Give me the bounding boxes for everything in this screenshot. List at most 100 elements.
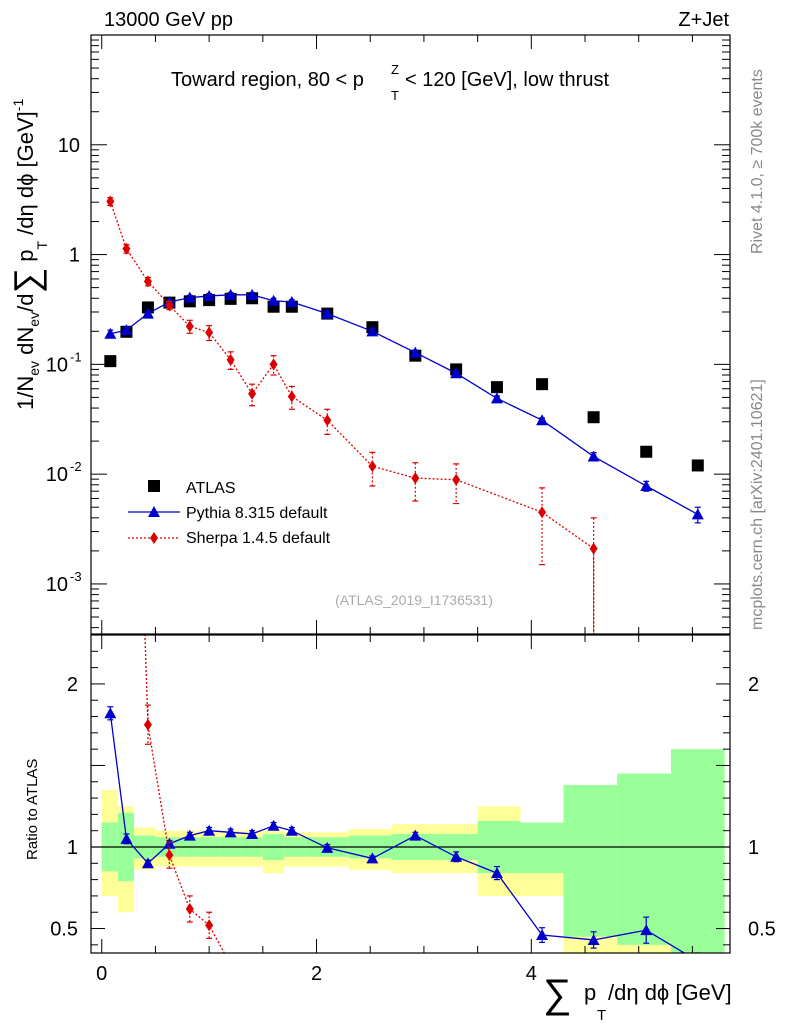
y-tick-label-ratio: 1	[67, 837, 78, 859]
legend-atlas-marker	[148, 480, 160, 492]
atlas-point	[536, 378, 549, 391]
pythia-point	[183, 291, 196, 303]
pythia-ratio-point	[203, 824, 216, 836]
legend-pythia-marker	[148, 506, 160, 517]
sherpa-point	[368, 460, 377, 473]
analysis-id: (ATLAS_2019_I1736531)	[335, 592, 493, 608]
atlas-point	[587, 411, 600, 424]
y-axis-label-ratio: Ratio to ATLAS	[24, 759, 41, 860]
x-tick-label: 0	[96, 963, 107, 985]
region-sub: T	[391, 88, 399, 103]
atlas-point	[104, 355, 117, 368]
uncertainty-band-green	[617, 773, 671, 945]
sherpa-point	[589, 542, 598, 555]
region-sup: Z	[391, 62, 399, 77]
sherpa-ratio-point	[205, 919, 214, 932]
pythia-ratio-point	[267, 819, 280, 831]
pythia-ratio-point	[450, 850, 463, 862]
pythia-ratio-point	[141, 857, 154, 869]
sherpa-point	[538, 506, 547, 519]
x-axis-label: ∑ p T /dη dϕ [GeV]	[543, 972, 732, 1024]
pythia-ratio-point	[536, 929, 549, 941]
pythia-point	[490, 392, 503, 404]
pythia-point	[104, 327, 117, 339]
svg-text:1/Nev dNev/d∑ pT /dη dϕ [GeV]: 1/Nev dNev/d∑ pT /dη dϕ [GeV]-1	[6, 99, 50, 410]
svg-text:∑: ∑	[543, 972, 572, 1016]
sherpa-point	[226, 353, 235, 366]
pythia-ratio-point	[587, 933, 600, 945]
pythia-ratio-point	[409, 829, 422, 841]
y-tick-label-main: 10	[58, 135, 80, 157]
y-tick-exponent: -3	[70, 569, 82, 584]
uncertainty-band-green	[670, 749, 725, 953]
sherpa-point	[452, 473, 461, 486]
uncertainty-band-green	[520, 822, 564, 874]
y-tick-label-main: 1	[69, 245, 80, 267]
pythia-point	[141, 307, 154, 319]
pythia-ratio-point	[120, 832, 133, 844]
legend-pythia-label: Pythia 8.315 default	[186, 505, 328, 522]
legend-sherpa-marker	[150, 532, 158, 544]
region-title: Toward region, 80 < p	[171, 69, 364, 91]
pythia-point	[120, 324, 133, 336]
legend: ATLAS Pythia 8.315 default Sherpa 1.4.5 …	[128, 480, 331, 547]
sherpa-point	[287, 390, 296, 403]
pythia-point	[246, 288, 259, 300]
sherpa-point	[165, 299, 174, 312]
ratio-panel: 0 2 4 0.5 0.5 1 1 2 2	[50, 75, 776, 985]
main-frame	[90, 34, 731, 635]
sherpa-point	[323, 414, 332, 427]
pythia-point	[203, 289, 216, 301]
sherpa-ratio-point	[122, 75, 130, 87]
sherpa-ratio-point	[227, 958, 235, 970]
sherpa-point	[248, 387, 257, 400]
x-tick-label: 4	[526, 963, 537, 985]
sherpa-point	[205, 326, 214, 339]
pythia-point	[321, 307, 334, 319]
y-tick-exponent: -1	[70, 349, 82, 364]
mcplots-label: mcplots.cern.ch [arXiv:2401.10621]	[749, 379, 766, 630]
pythia-point	[409, 346, 422, 358]
pythia-point	[536, 414, 549, 426]
pythia-point	[224, 288, 237, 300]
sherpa-ratio-point	[143, 718, 152, 731]
sherpa-ratio-point	[185, 902, 194, 915]
atlas-point	[640, 445, 653, 458]
pythia-point	[366, 325, 379, 337]
pythia-ratio-point	[183, 829, 196, 841]
atlas-point	[141, 301, 154, 314]
process-label: Z+Jet	[678, 9, 729, 31]
y-tick-label-ratio: 0.5	[50, 919, 78, 941]
svg-text:/dη dϕ [GeV]: /dη dϕ [GeV]	[608, 980, 732, 1005]
pythia-point	[267, 294, 280, 306]
atlas-point	[691, 459, 704, 472]
y-tick-label-ratio: 2	[67, 674, 78, 696]
ratio-frame	[90, 634, 731, 954]
pythia-point	[587, 450, 600, 462]
sherpa-ratio-point	[165, 849, 174, 862]
y-tick-label-main: 10	[46, 464, 68, 486]
pythia-ratio-point	[490, 867, 503, 879]
sherpa-point	[106, 195, 115, 208]
svg-text:p: p	[584, 980, 596, 1005]
y-tick-label-main: 10	[46, 354, 68, 376]
sherpa-point	[269, 358, 278, 371]
pythia-ratio-point	[321, 841, 334, 853]
atlas-point	[490, 381, 503, 394]
pythia-ratio-point	[640, 924, 653, 936]
y-tick-exponent: -2	[70, 459, 82, 474]
y-tick-label-ratio-right: 0.5	[748, 919, 776, 941]
pythia-ratio-point	[285, 824, 298, 836]
svg-text:T: T	[597, 1007, 606, 1024]
energy-label: 13000 GeV pp	[104, 9, 233, 31]
pythia-point	[285, 295, 298, 307]
region-tail: < 120 [GeV], low thrust	[405, 69, 609, 91]
x-tick-label: 2	[311, 963, 322, 985]
y-axis-label-main: 1/Nev dNev/d∑ pT /dη dϕ [GeV]-1	[6, 99, 50, 410]
legend-sherpa-label: Sherpa 1.4.5 default	[186, 530, 331, 547]
pythia-point	[450, 367, 463, 379]
sherpa-line	[109, 201, 594, 550]
legend-atlas-label: ATLAS	[186, 480, 236, 497]
